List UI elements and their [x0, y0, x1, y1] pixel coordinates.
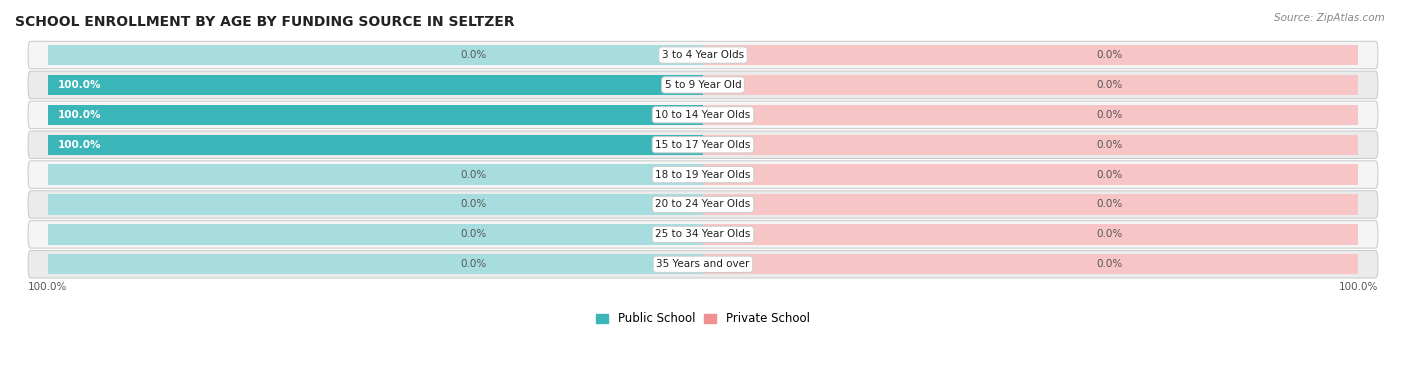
- Bar: [48, 194, 703, 215]
- Text: 100.0%: 100.0%: [1339, 282, 1378, 291]
- Text: 100.0%: 100.0%: [28, 282, 67, 291]
- Text: 0.0%: 0.0%: [1097, 259, 1122, 269]
- Text: 18 to 19 Year Olds: 18 to 19 Year Olds: [655, 170, 751, 180]
- Text: 10 to 14 Year Olds: 10 to 14 Year Olds: [655, 110, 751, 120]
- Bar: [703, 164, 1358, 185]
- Text: 0.0%: 0.0%: [1097, 80, 1122, 90]
- Bar: [48, 254, 703, 274]
- Text: SCHOOL ENROLLMENT BY AGE BY FUNDING SOURCE IN SELTZER: SCHOOL ENROLLMENT BY AGE BY FUNDING SOUR…: [15, 15, 515, 29]
- Text: 0.0%: 0.0%: [1097, 200, 1122, 209]
- Text: 3 to 4 Year Olds: 3 to 4 Year Olds: [662, 50, 744, 60]
- Bar: [48, 224, 703, 245]
- Text: 20 to 24 Year Olds: 20 to 24 Year Olds: [655, 200, 751, 209]
- FancyBboxPatch shape: [28, 161, 1378, 188]
- FancyBboxPatch shape: [28, 131, 1378, 158]
- Text: 25 to 34 Year Olds: 25 to 34 Year Olds: [655, 229, 751, 239]
- Bar: [703, 105, 1358, 125]
- Legend: Public School, Private School: Public School, Private School: [592, 308, 814, 330]
- FancyBboxPatch shape: [28, 71, 1378, 99]
- Bar: [48, 75, 703, 95]
- Bar: [703, 135, 1358, 155]
- Bar: [703, 254, 1358, 274]
- Text: 0.0%: 0.0%: [461, 259, 486, 269]
- Text: 0.0%: 0.0%: [1097, 140, 1122, 150]
- Text: 0.0%: 0.0%: [1097, 170, 1122, 180]
- Bar: [48, 45, 703, 65]
- Text: 0.0%: 0.0%: [461, 200, 486, 209]
- Text: Source: ZipAtlas.com: Source: ZipAtlas.com: [1274, 13, 1385, 23]
- Bar: [48, 75, 703, 95]
- FancyBboxPatch shape: [28, 221, 1378, 248]
- Text: 35 Years and over: 35 Years and over: [657, 259, 749, 269]
- FancyBboxPatch shape: [28, 41, 1378, 69]
- Bar: [48, 135, 703, 155]
- Bar: [48, 135, 703, 155]
- Text: 100.0%: 100.0%: [58, 140, 101, 150]
- Text: 5 to 9 Year Old: 5 to 9 Year Old: [665, 80, 741, 90]
- Bar: [703, 224, 1358, 245]
- Text: 0.0%: 0.0%: [1097, 110, 1122, 120]
- Text: 15 to 17 Year Olds: 15 to 17 Year Olds: [655, 140, 751, 150]
- Text: 0.0%: 0.0%: [461, 50, 486, 60]
- Bar: [48, 105, 703, 125]
- Text: 100.0%: 100.0%: [58, 80, 101, 90]
- Text: 100.0%: 100.0%: [58, 110, 101, 120]
- Text: 0.0%: 0.0%: [1097, 50, 1122, 60]
- FancyBboxPatch shape: [28, 251, 1378, 278]
- Bar: [48, 164, 703, 185]
- Bar: [48, 105, 703, 125]
- Text: 0.0%: 0.0%: [461, 229, 486, 239]
- FancyBboxPatch shape: [28, 191, 1378, 218]
- Text: 0.0%: 0.0%: [1097, 229, 1122, 239]
- Text: 0.0%: 0.0%: [461, 170, 486, 180]
- Bar: [703, 194, 1358, 215]
- FancyBboxPatch shape: [28, 101, 1378, 129]
- Bar: [703, 75, 1358, 95]
- Bar: [703, 45, 1358, 65]
